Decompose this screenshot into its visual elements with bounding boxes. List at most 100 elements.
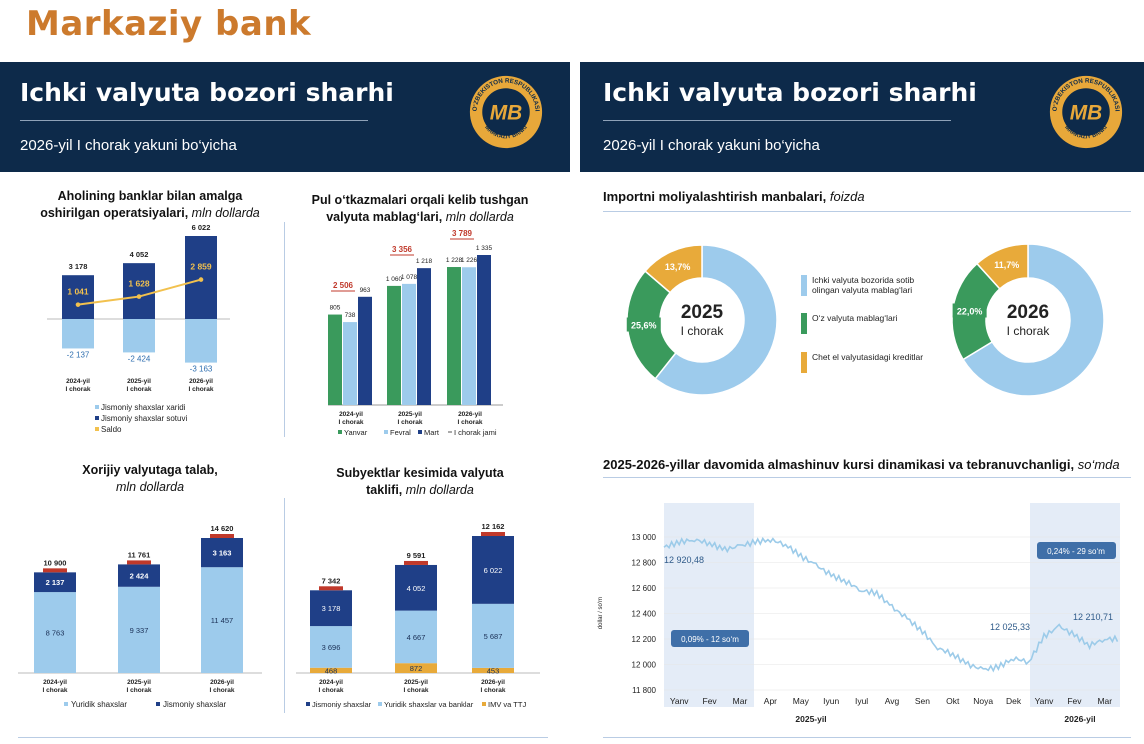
legend-marker [378, 702, 382, 706]
slice-label: 25,6% [631, 321, 657, 331]
x-tick: Mar [1097, 696, 1112, 706]
right-header-subtitle: 2026-yil I chorak yakuni bo‘yicha [603, 137, 820, 154]
bar-label: 872 [410, 664, 423, 673]
total-marker [319, 586, 343, 591]
tick-label: 2025-yil [398, 411, 422, 418]
legend-label: Yuridik shaxslar va banklar [384, 700, 474, 709]
tick-label: 2025-yil [127, 378, 151, 385]
annotation: 12 920,48 [664, 555, 704, 565]
bar-label: 6 022 [192, 223, 211, 232]
legend-marker [95, 405, 99, 409]
donut-slice [962, 243, 1105, 397]
bar-yuridik [118, 586, 160, 673]
bar-label: 1 226 [461, 257, 478, 264]
legend-label: Yuridik shaxslar [71, 700, 127, 709]
highlight-label: 0,24% - 29 so‘m [1047, 547, 1105, 556]
tick-label: I chorak [127, 386, 152, 393]
donut-hole [987, 279, 1069, 361]
right-header: Ichki valyuta bozori sharhi 2026-yil I c… [580, 62, 1144, 172]
slice-label: 13,7% [665, 262, 691, 272]
legend-marker [418, 430, 422, 434]
left-header-title: Ichki valyuta bozori sharhi [20, 78, 394, 107]
tick-label: I chorak [210, 687, 235, 694]
central-bank-logo: O‘ZBEKISTON RESPUBLIKASI MARKAZIY BANKI … [1049, 75, 1123, 149]
legend-label: Jismoniy shaxslar [312, 700, 372, 709]
logo-mark: MB [490, 102, 523, 125]
bar-segment [310, 626, 352, 668]
bar-label: 1 228 [446, 257, 463, 264]
bar-label: 805 [330, 305, 341, 312]
legend-marker [156, 702, 160, 706]
legend-marker [95, 416, 99, 420]
total-marker [481, 532, 505, 536]
x-tick: Fev [703, 696, 718, 706]
total-label: 9 591 [407, 551, 426, 560]
bar-mart [417, 268, 431, 405]
saldo-label: 1 041 [67, 287, 89, 297]
x-tick: Yanv [1035, 696, 1054, 706]
bar-label: 9 337 [130, 626, 149, 635]
slice-label-box [952, 303, 987, 318]
tick-label: 2026-yil [481, 679, 505, 686]
right-header-title: Ichki valyuta bozori sharhi [603, 78, 977, 107]
legend-label: Yanvar [344, 428, 368, 437]
bar-label: 8 763 [46, 629, 65, 638]
tick-label: 2024-yil [339, 411, 363, 418]
bar-label: 1 218 [416, 258, 433, 265]
x-tick: Okt [946, 696, 960, 706]
total-label: 3 356 [392, 245, 413, 254]
legend-marker [64, 702, 68, 706]
year-label: 2025-yil [795, 714, 826, 724]
legend-marker [95, 427, 99, 431]
y-tick: 13 000 [632, 533, 657, 542]
highlight-box [671, 630, 749, 647]
divider [284, 222, 285, 437]
tick-label: I chorak [66, 386, 91, 393]
donut-slice [654, 244, 778, 396]
bar-jismoniy [201, 538, 243, 568]
legend-marker [482, 702, 486, 706]
donut-center-title: 2026 [1007, 302, 1049, 323]
bar-xaridi [185, 319, 217, 363]
tick-label: I chorak [127, 687, 152, 694]
donut-center-sub: I chorak [681, 324, 725, 338]
total-label: 7 342 [322, 576, 341, 585]
divider [284, 498, 285, 713]
highlight-box [1037, 542, 1116, 559]
saldo-label: 1 628 [128, 279, 150, 289]
bar-fevral [462, 267, 476, 405]
total-label: 12 162 [482, 522, 505, 531]
bar-sotuvi [123, 263, 155, 319]
x-tick: Apr [764, 696, 777, 706]
donut-center-sub: I chorak [1007, 324, 1051, 338]
x-tick: Iyul [855, 696, 868, 706]
bar-segment [395, 564, 437, 611]
bar-label: 3 178 [69, 262, 88, 271]
y-tick: 12 000 [632, 661, 657, 670]
legend-label: Jismoniy shaxslar sotuvi [101, 414, 187, 423]
tick-label: I chorak [481, 687, 506, 694]
legend-label: olingan valyuta mablag‘lari [812, 285, 912, 295]
tick-label: I chorak [319, 687, 344, 694]
divider [603, 477, 1131, 478]
y-tick: 12 600 [632, 584, 657, 593]
tick-label: 2024-yil [319, 679, 343, 686]
left-header-divider [20, 120, 368, 121]
legend-label: Ichki valyuta bozorida sotib [812, 275, 914, 285]
bar-label: 1 060 [386, 276, 403, 283]
legend-label: I chorak jami [454, 428, 497, 437]
bar-label: -3 163 [190, 365, 213, 374]
slice-label-box [660, 258, 695, 273]
bar-label: 2 137 [46, 578, 65, 587]
tick-label: 2024-yil [66, 378, 90, 385]
x-tick: Avg [885, 696, 900, 706]
central-bank-logo: O‘ZBEKISTON RESPUBLIKASI MARKAZIY BANKI … [469, 75, 543, 149]
slice-label-box [989, 256, 1024, 271]
bar-label: 11 457 [211, 616, 233, 625]
bar-xaridi [123, 319, 155, 353]
highlight-2025q1 [664, 503, 754, 707]
divider [603, 737, 1131, 738]
bar-label: -2 424 [128, 354, 151, 363]
bar-sotuvi [62, 275, 94, 319]
